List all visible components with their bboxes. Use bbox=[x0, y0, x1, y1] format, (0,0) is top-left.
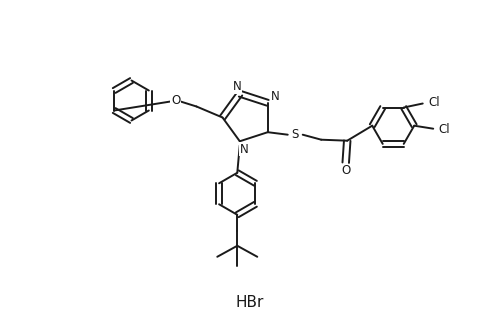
Text: N: N bbox=[272, 90, 280, 103]
Text: O: O bbox=[171, 94, 180, 107]
Text: O: O bbox=[341, 164, 350, 177]
Text: N: N bbox=[240, 143, 248, 156]
Text: S: S bbox=[292, 128, 299, 141]
Text: N: N bbox=[232, 80, 241, 93]
Text: Cl: Cl bbox=[438, 123, 450, 136]
Text: Cl: Cl bbox=[428, 96, 440, 109]
Text: HBr: HBr bbox=[236, 295, 264, 310]
